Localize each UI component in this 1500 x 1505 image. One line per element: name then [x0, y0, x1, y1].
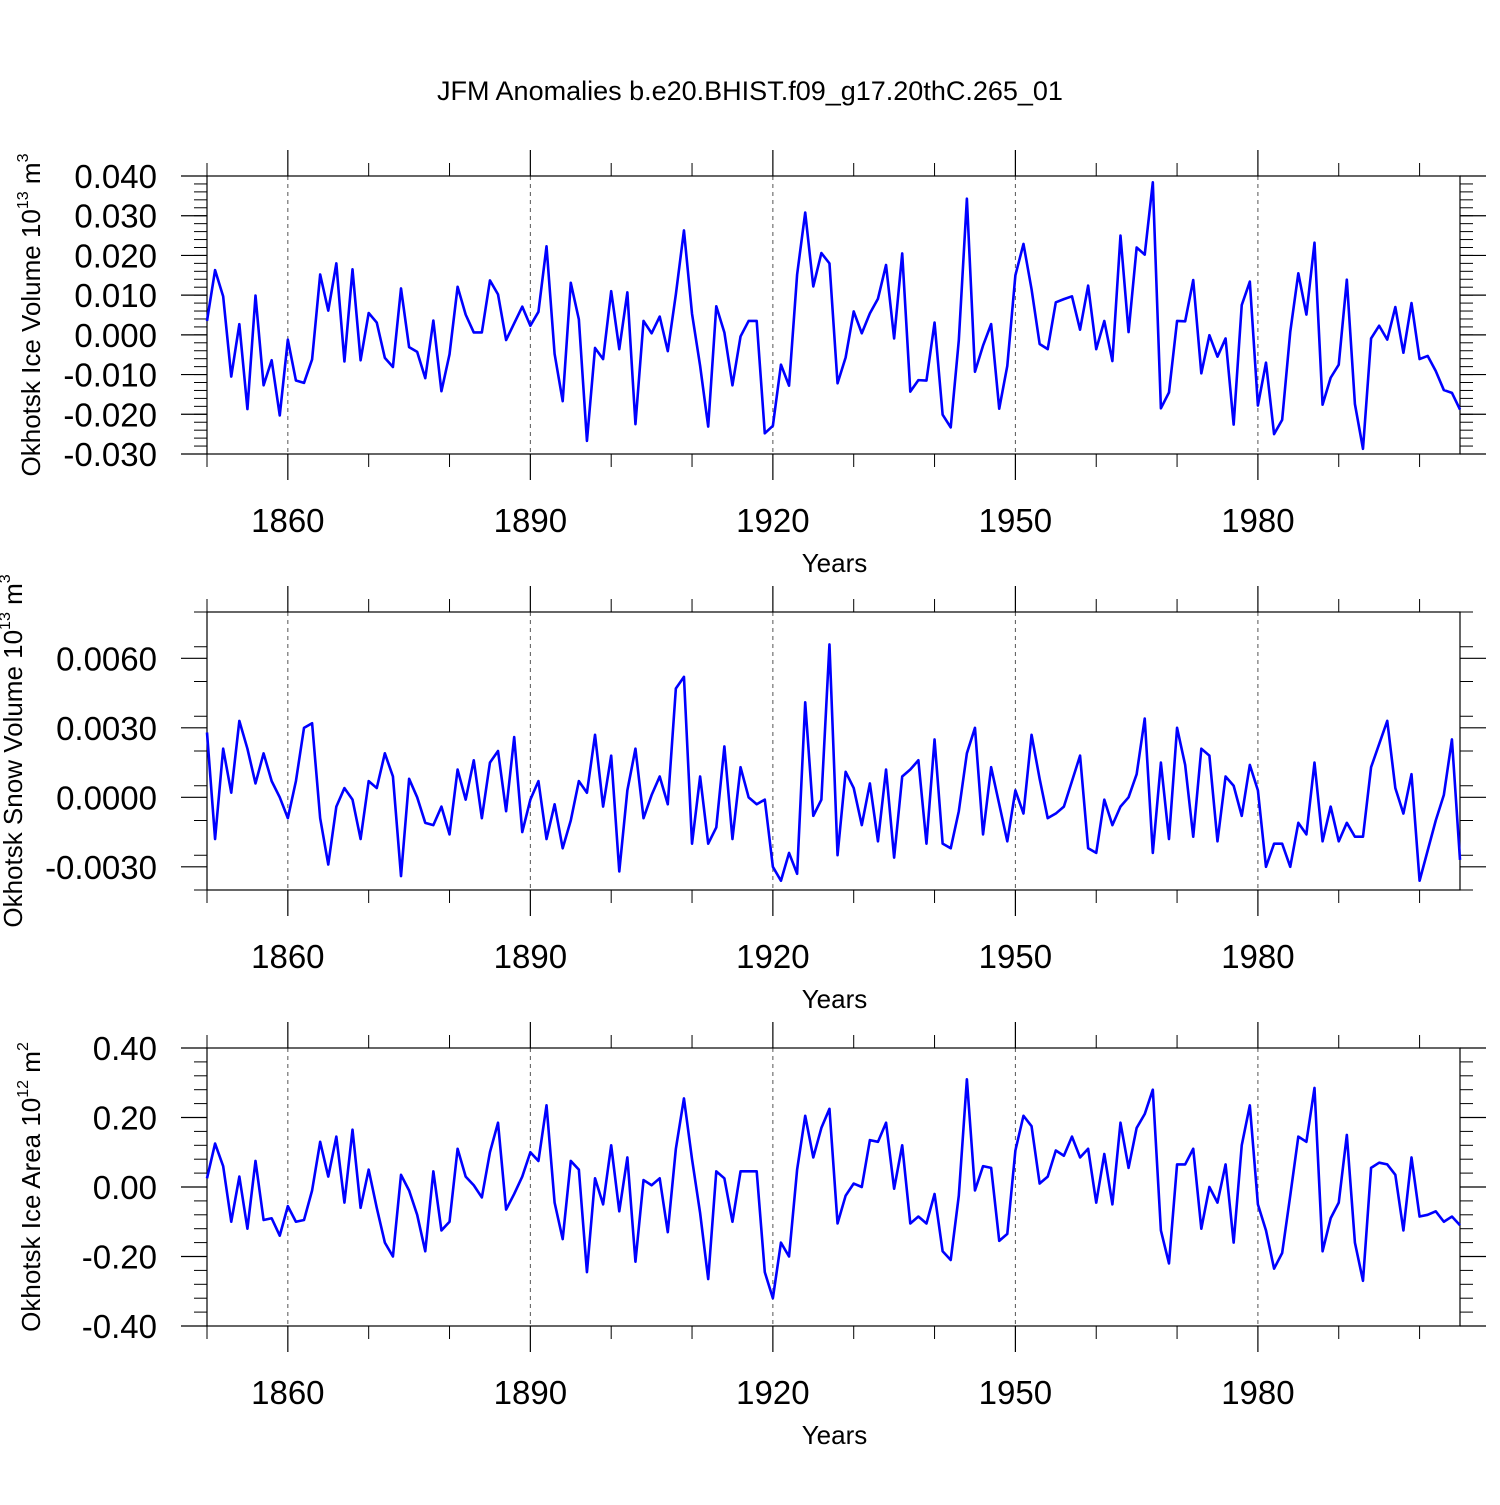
x-axis-label: Years: [802, 984, 868, 1014]
y-axis-label: Okhotsk Ice Volume 1013 m3: [15, 153, 46, 476]
chart-panel-1: 1860 1890 1920 1950 1980-0.030-0.020-0.0100.…: [15, 150, 1486, 578]
y-tick-label: 0.010: [74, 277, 157, 314]
x-axis-label: Years: [802, 548, 868, 578]
y-axis-label-exponent: 13: [15, 191, 32, 209]
y-axis-label: Okhotsk Snow Volume 1013 m3: [0, 574, 28, 927]
x-tick-label: 1980: [1221, 938, 1294, 975]
y-axis-label-exponent: 13: [0, 612, 14, 630]
x-tick-label: 1860: [251, 1374, 324, 1411]
y-tick-label: 0.030: [74, 198, 157, 235]
y-axis-label-text: Okhotsk Ice Volume 10: [16, 209, 46, 476]
y-tick-label: -0.030: [63, 436, 157, 473]
x-tick-label: 1950: [979, 1374, 1052, 1411]
y-axis-label: Okhotsk Ice Area 1012 m2: [15, 1042, 46, 1332]
chart-panel-3: 1860 1890 1920 1950 1980 -0.40 -0.20 0.00 0.20 0.…: [15, 1022, 1486, 1450]
y-tick-label: 0.020: [74, 237, 157, 274]
y-tick-label: 0.40: [93, 1030, 157, 1067]
y-axis-label-unit-exponent: 3: [15, 153, 32, 162]
y-axis-label-unit: m: [16, 162, 46, 191]
y-tick-label: -0.20: [82, 1239, 157, 1276]
x-tick-label: 1980: [1221, 1374, 1294, 1411]
y-axis-label-text: Okhotsk Snow Volume 10: [0, 630, 28, 928]
panels: 1860 1890 1920 1950 1980-0.030-0.020-0.0100.…: [0, 150, 1486, 1450]
y-tick-label: -0.40: [82, 1308, 157, 1345]
x-axis-label: Years: [802, 1420, 868, 1450]
y-axis-label-unit-exponent: 3: [0, 574, 14, 583]
series-line: [205, 643, 1462, 883]
series-line: [205, 1077, 1461, 1300]
y-axis-label-exponent: 12: [15, 1080, 32, 1098]
y-tick-label: 0.040: [74, 158, 157, 195]
x-tick-label: 1890: [494, 1374, 567, 1411]
x-tick-label: 1920: [736, 1374, 809, 1411]
y-tick-label: -0.020: [63, 396, 157, 433]
y-tick-label: 0.0030: [56, 710, 157, 747]
chart-panel-2: 1860 1890 1920 1950 1980 -0.0030 0.0000 0.0030 0…: [0, 574, 1486, 1014]
series-line: [205, 181, 1462, 451]
x-tick-label: 1860: [251, 938, 324, 975]
y-tick-label: 0.20: [93, 1100, 157, 1137]
y-axis-label-text: Okhotsk Ice Area 10: [16, 1098, 46, 1332]
x-tick-label: 1920: [736, 938, 809, 975]
x-tick-label: 1860: [251, 502, 324, 539]
x-tick-label: 1890: [494, 938, 567, 975]
y-tick-label: 0.0000: [56, 779, 157, 816]
figure-title: JFM Anomalies b.e20.BHIST.f09_g17.20thC.…: [437, 76, 1063, 106]
x-tick-label: 1980: [1221, 502, 1294, 539]
y-axis-label-unit: m: [16, 1051, 46, 1080]
y-tick-label: 0.00: [93, 1169, 157, 1206]
y-tick-label: 0.000: [74, 317, 157, 354]
plot-frame: [206, 1047, 1461, 1327]
x-tick-label: 1890: [494, 502, 567, 539]
y-tick-label: -0.010: [63, 357, 157, 394]
y-tick-label: 0.0060: [56, 640, 157, 677]
y-tick-label: -0.0030: [45, 849, 157, 886]
x-tick-label: 1950: [979, 502, 1052, 539]
y-axis-label-unit: m: [0, 583, 28, 612]
x-tick-label: 1920: [736, 502, 809, 539]
x-tick-label: 1950: [979, 938, 1052, 975]
y-axis-label-unit-exponent: 2: [15, 1042, 32, 1051]
